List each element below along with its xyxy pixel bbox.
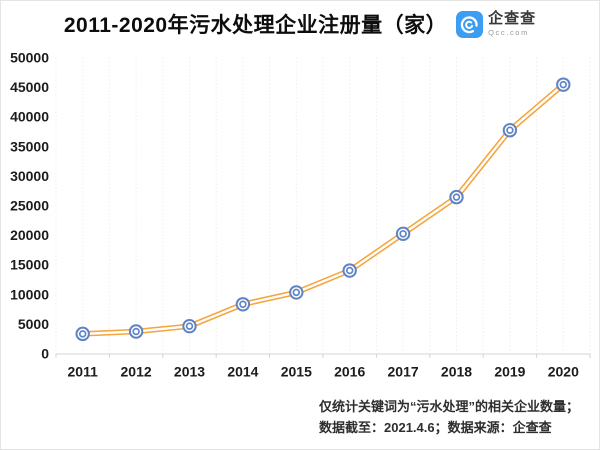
page-title: 2011-2020年污水处理企业注册量（家）	[63, 14, 448, 37]
y-tick-label: 20000	[10, 227, 49, 243]
data-point-2016	[342, 263, 357, 278]
x-tick-label: 2014	[227, 364, 258, 380]
y-tick-label: 5000	[18, 316, 49, 332]
y-tick-label: 30000	[10, 168, 49, 184]
y-tick-label: 45000	[10, 79, 49, 95]
footnote: 仅统计关键词为“污水处理”的相关企业数量； 数据截至：2021.4.6；数据来源…	[319, 396, 579, 438]
x-tick-label: 2012	[121, 364, 152, 380]
y-tick-label: 25000	[10, 198, 49, 214]
x-tick-label: 2015	[281, 364, 312, 380]
x-tick-label: 2020	[548, 364, 579, 380]
footnote-line1: 仅统计关键词为“污水处理”的相关企业数量；	[319, 399, 580, 414]
y-tick-label: 10000	[10, 286, 49, 302]
data-point-2017	[395, 226, 411, 242]
data-point-2019	[502, 123, 518, 138]
data-point-2013	[182, 318, 197, 334]
data-point-2011	[75, 326, 90, 342]
qichacha-logo: 企查查 Qcc.com	[456, 10, 536, 38]
y-tick-label: 50000	[10, 50, 49, 66]
y-tick-label: 40000	[10, 109, 49, 125]
x-tick-label: 2016	[334, 364, 365, 380]
y-tick-label: 15000	[10, 257, 49, 273]
qichacha-swirl-icon	[456, 10, 484, 38]
data-point-2018	[449, 189, 464, 205]
y-tick-label: 35000	[10, 138, 49, 154]
data-point-2014	[235, 297, 251, 312]
series-line	[79, 81, 567, 337]
data-point-2020	[556, 77, 571, 92]
x-tick-label: 2011	[68, 364, 99, 380]
x-tick-label: 2018	[441, 364, 472, 380]
footnote-line2: 数据截至：2021.4.6；数据来源：企查查	[319, 420, 552, 435]
y-tick-label: 0	[41, 346, 49, 362]
data-points	[75, 77, 571, 342]
x-tick-label: 2017	[388, 364, 419, 380]
x-axis	[55, 353, 591, 358]
data-point-2012	[128, 324, 144, 339]
chart-header: 2011-2020年污水处理企业注册量（家） 企查查 Qcc.com	[1, 9, 599, 39]
gridlines	[55, 58, 591, 354]
logo-name: 企查查	[488, 10, 537, 28]
x-axis-labels: 2011 2012 2013 2014 2015 2016 2017 2018 2019 2020	[68, 364, 580, 380]
x-tick-label: 2013	[174, 364, 205, 380]
x-tick-label: 2019	[494, 364, 525, 380]
logo-domain: Qcc.com	[488, 28, 529, 38]
data-point-2015	[289, 285, 304, 300]
qichacha-logo-text: 企查查 Qcc.com	[488, 11, 536, 37]
y-axis-labels: 0 5000 10000 15000 20000 25000 30000 35000 40000…	[10, 50, 49, 362]
